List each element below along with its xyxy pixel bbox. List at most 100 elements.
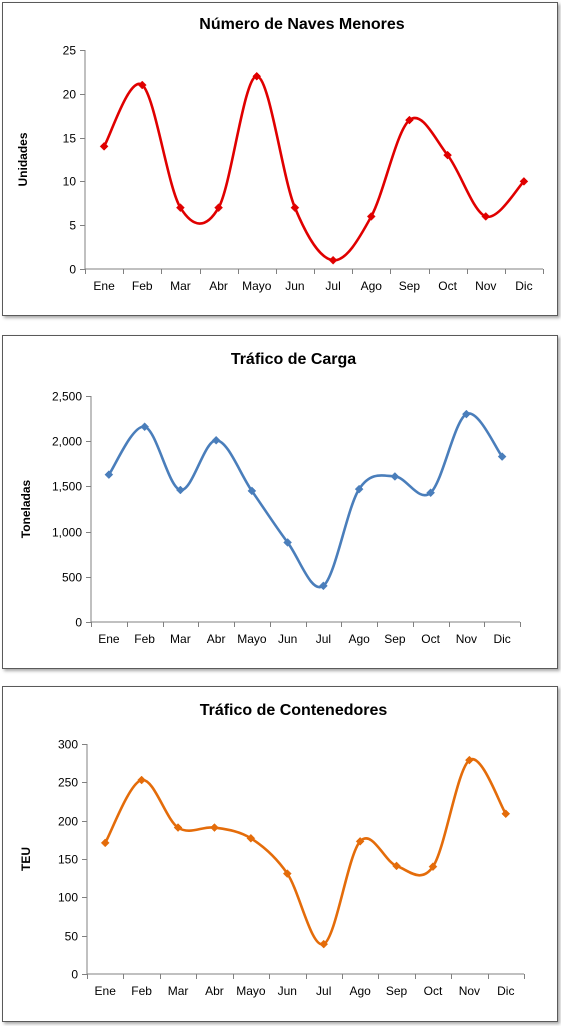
data-point-abr xyxy=(211,435,221,445)
x-tick-label: Sep xyxy=(386,984,408,998)
x-tick-label: Mar xyxy=(170,279,191,293)
data-point-ago xyxy=(366,212,376,221)
data-point-sep xyxy=(390,472,400,481)
y-tick-label: 20 xyxy=(63,88,77,102)
x-tick-label: Abr xyxy=(209,279,228,293)
x-tick-label: Mar xyxy=(168,984,189,998)
chart-trafico-contenedores: Tráfico de Contenedores TEU 0 50 100 150 200 25… xyxy=(19,702,525,998)
x-tick-label: Ene xyxy=(93,279,115,293)
x-tick-label: Mayo xyxy=(237,632,267,646)
data-point-oct xyxy=(426,488,435,498)
data-point-feb xyxy=(137,775,146,785)
x-tick-label: Feb xyxy=(132,279,153,293)
y-tick-label: 300 xyxy=(58,738,78,752)
data-point-ago xyxy=(355,837,365,846)
y-tick-label: 200 xyxy=(58,815,78,829)
series-line-naves-menores xyxy=(102,74,526,262)
data-point-jun xyxy=(283,538,292,547)
x-tick-label: Jul xyxy=(325,279,340,293)
data-point-abr xyxy=(214,203,223,213)
y-tick-label: 5 xyxy=(69,219,76,233)
data-point-mayo xyxy=(247,486,257,496)
data-point-feb xyxy=(140,422,149,432)
data-point-dic xyxy=(501,809,511,819)
chart-panel-trafico-contenedores: Tráfico de Contenedores TEU 0 50 100 150 200 25… xyxy=(2,686,558,1022)
y-tick-label: 0 xyxy=(75,616,82,630)
x-tick-label: Jun xyxy=(278,632,297,646)
x-tick-label: Dic xyxy=(493,632,510,646)
series-line-trafico-carga xyxy=(107,412,504,589)
x-tick-label: Nov xyxy=(459,984,480,998)
y-tick-label: 50 xyxy=(65,930,79,944)
x-tick-label: Jul xyxy=(316,984,331,998)
data-point-oct xyxy=(443,150,452,160)
data-point-oct xyxy=(428,862,438,872)
series-line-trafico-contenedores xyxy=(103,757,508,946)
y-tick-label: 1,500 xyxy=(52,480,82,494)
x-tick-label: Jun xyxy=(278,984,297,998)
y-tick-label: 100 xyxy=(58,891,78,905)
data-point-ene xyxy=(104,470,114,480)
x-tick-label: Ago xyxy=(349,984,371,998)
y-tick-label: 500 xyxy=(62,571,82,585)
chart-panel-trafico-carga: Tráfico de Carga Toneladas 0 500 1,000 1,500 2… xyxy=(2,335,558,669)
data-point-mar xyxy=(173,823,183,832)
x-tick-label: Abr xyxy=(205,984,224,998)
data-point-dic xyxy=(519,177,529,186)
y-tick-label: 2,000 xyxy=(52,435,82,449)
y-axis-label: Toneladas xyxy=(19,479,33,538)
chart-panel-naves-menores: Número de Naves Menores Unidades 0 5 10 15 20 2… xyxy=(2,2,558,316)
data-point-nov xyxy=(481,212,491,221)
x-tick-label: Ene xyxy=(98,632,120,646)
x-tick-label: Mayo xyxy=(236,984,266,998)
x-tick-label: Ago xyxy=(361,279,383,293)
x-tick-label: Feb xyxy=(134,632,155,646)
data-point-ene xyxy=(99,142,109,151)
data-point-jul xyxy=(319,939,329,949)
x-tick-label: Dic xyxy=(497,984,514,998)
data-point-abr xyxy=(210,823,219,832)
x-tick-label: Abr xyxy=(207,632,226,646)
x-tick-label: Ago xyxy=(348,632,370,646)
data-point-mar xyxy=(176,485,185,495)
y-tick-label: 25 xyxy=(63,44,77,58)
x-tick-label: Jun xyxy=(285,279,304,293)
data-point-jun xyxy=(282,869,292,878)
data-point-jul xyxy=(328,255,338,265)
y-axis-label: Unidades xyxy=(16,132,30,186)
x-tick-label: Nov xyxy=(456,632,477,646)
data-point-feb xyxy=(137,80,147,90)
data-point-mayo xyxy=(252,71,262,81)
data-point-nov xyxy=(465,755,474,765)
data-point-mar xyxy=(176,203,185,213)
x-tick-label: Mayo xyxy=(242,279,272,293)
x-tick-label: Oct xyxy=(424,984,443,998)
x-tick-label: Jul xyxy=(316,632,331,646)
chart-title: Tráfico de Contenedores xyxy=(200,702,388,719)
data-point-ene xyxy=(100,838,110,848)
data-point-nov xyxy=(462,409,471,419)
y-tick-label: 1,000 xyxy=(52,526,82,540)
x-tick-label: Sep xyxy=(399,279,421,293)
y-tick-label: 10 xyxy=(63,175,77,189)
data-point-mayo xyxy=(246,833,256,843)
x-tick-label: Ene xyxy=(95,984,117,998)
y-tick-label: 150 xyxy=(58,853,78,867)
y-tick-label: 2,500 xyxy=(52,390,82,404)
chart-title: Tráfico de Carga xyxy=(231,351,356,368)
chart-trafico-carga: Tráfico de Carga Toneladas 0 500 1,000 1,500 2… xyxy=(19,351,521,646)
x-tick-label: Oct xyxy=(421,632,440,646)
chart-title: Número de Naves Menores xyxy=(199,16,405,33)
chart-naves-menores: Número de Naves Menores Unidades 0 5 10 15 20 2… xyxy=(16,16,544,293)
x-tick-label: Dic xyxy=(515,279,532,293)
x-tick-label: Sep xyxy=(384,632,406,646)
data-point-sep xyxy=(392,861,401,871)
data-point-sep xyxy=(405,115,414,125)
data-point-dic xyxy=(497,452,507,461)
data-point-ago xyxy=(354,484,364,494)
data-point-jul xyxy=(319,581,328,591)
x-tick-label: Oct xyxy=(438,279,457,293)
y-tick-label: 0 xyxy=(71,968,78,982)
x-tick-label: Feb xyxy=(131,984,152,998)
y-tick-label: 15 xyxy=(63,132,77,146)
